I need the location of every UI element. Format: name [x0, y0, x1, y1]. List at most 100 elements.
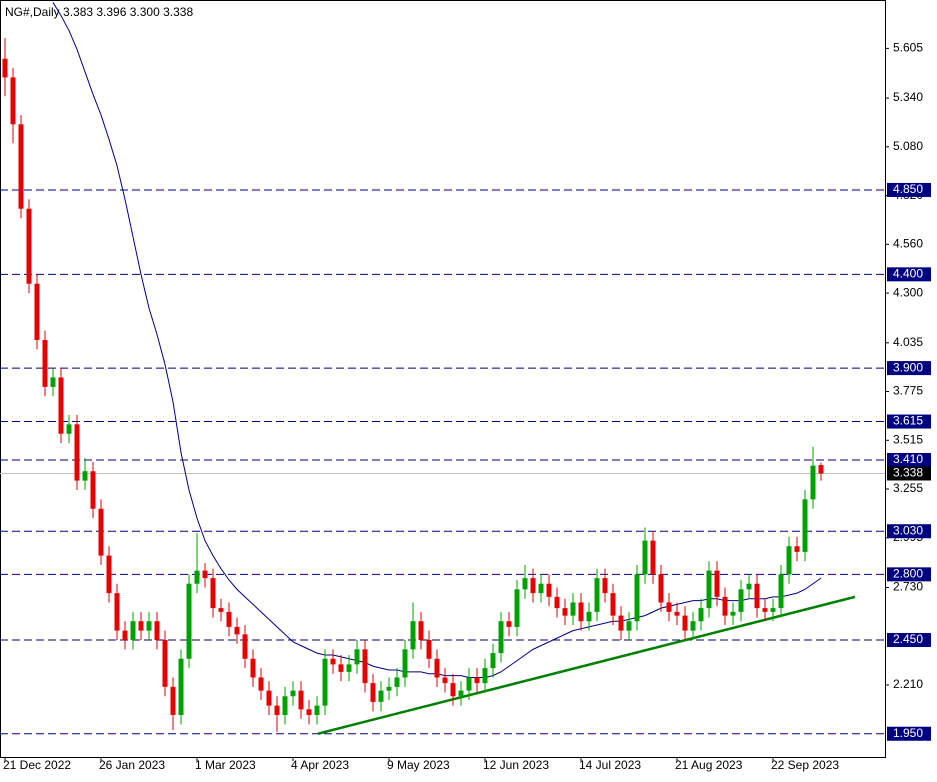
x-tick-label: 26 Jan 2023	[99, 758, 165, 772]
candle-body	[442, 677, 448, 684]
candle-body	[586, 611, 592, 622]
candle-body	[242, 634, 248, 659]
candle-body	[674, 611, 680, 616]
y-tick-label: 2.730	[893, 580, 923, 594]
candle-body	[74, 424, 80, 481]
level-label: 4.400	[893, 267, 923, 281]
candle-body	[26, 208, 32, 284]
candle-body	[258, 677, 264, 691]
level-label-box	[887, 361, 931, 376]
candle-body	[98, 508, 104, 556]
candle-body	[66, 424, 72, 434]
candle-body	[594, 578, 600, 612]
candle-body	[50, 377, 56, 387]
candle-body	[514, 589, 520, 627]
candle-body	[394, 677, 400, 687]
candle-body	[810, 465, 816, 500]
candle-body	[698, 608, 704, 622]
y-tick-label: 5.080	[893, 139, 923, 153]
candle-body	[186, 583, 192, 659]
level-label: 3.900	[893, 360, 923, 374]
candle-body	[322, 658, 328, 706]
x-tick-label: 12 Jun 2023	[483, 758, 549, 772]
candle-body	[554, 596, 560, 609]
candle-body	[730, 611, 736, 616]
candle-body	[530, 578, 536, 594]
level-label: 1.950	[893, 726, 923, 740]
level-label-box	[887, 567, 931, 582]
candle-body	[226, 611, 232, 627]
candle-body	[338, 664, 344, 672]
candle-body	[314, 705, 320, 715]
level-label-box	[887, 414, 931, 429]
candle-body	[690, 621, 696, 631]
candle-body	[154, 621, 160, 640]
candle-body	[90, 471, 96, 509]
candle-body	[706, 570, 712, 609]
candle-body	[58, 377, 64, 434]
candle-body	[754, 583, 760, 609]
candle-body	[426, 639, 432, 659]
x-tick-label: 1 Mar 2023	[195, 758, 256, 772]
candle-body	[290, 690, 296, 697]
candle-body	[490, 653, 496, 669]
candle-body	[570, 602, 576, 616]
candle-body	[378, 690, 384, 702]
candle-body	[434, 658, 440, 678]
candle-body	[114, 593, 120, 631]
candle-body	[682, 615, 688, 631]
plot-frame	[0, 0, 886, 758]
candle-body	[762, 608, 768, 612]
candle-body	[250, 658, 256, 678]
chart-title: NG#,Daily 3.383 3.396 3.300 3.338	[5, 5, 193, 19]
candle-body	[298, 690, 304, 710]
candle-body	[122, 630, 128, 640]
x-tick-label: 4 Apr 2023	[291, 758, 349, 772]
candle-body	[634, 574, 640, 622]
candle-body	[410, 621, 416, 650]
candle-body	[362, 649, 368, 684]
candle-body	[562, 608, 568, 616]
level-label: 2.450	[893, 632, 923, 646]
candle-body	[2, 58, 8, 78]
candle-body	[130, 621, 136, 640]
candle-body	[194, 570, 200, 584]
candle-body	[106, 555, 112, 594]
candle-body	[34, 283, 40, 340]
candle-body	[418, 621, 424, 640]
x-tick-label: 22 Sep 2023	[771, 758, 839, 772]
candle-body	[778, 574, 784, 609]
y-tick-label: 3.515	[893, 432, 923, 446]
candle-body	[282, 696, 288, 715]
candle-body	[642, 540, 648, 575]
level-label: 3.410	[893, 452, 923, 466]
candle-body	[306, 709, 312, 715]
candle-body	[746, 583, 752, 590]
x-tick-label: 21 Dec 2022	[3, 758, 71, 772]
y-tick-label: 5.340	[893, 90, 923, 104]
candle-body	[786, 546, 792, 575]
y-tick-label: 2.210	[893, 677, 923, 691]
y-tick-label: 4.035	[893, 335, 923, 349]
candle-body	[162, 639, 168, 687]
candle-body	[738, 589, 744, 612]
level-label: 4.850	[893, 182, 923, 196]
candle-body	[146, 621, 152, 631]
candle-body	[466, 677, 472, 691]
candle-body	[42, 339, 48, 387]
y-tick-label: 3.775	[893, 384, 923, 398]
candle-body	[330, 658, 336, 665]
candle-body	[610, 593, 616, 616]
candle-body	[658, 574, 664, 603]
candle-body	[346, 664, 352, 672]
candle-body	[538, 583, 544, 594]
candle-body	[666, 602, 672, 612]
candle-body	[650, 540, 656, 575]
candle-body	[482, 668, 488, 684]
candle-body	[626, 621, 632, 631]
candle-body	[770, 608, 776, 612]
candle-body	[794, 546, 800, 552]
candle-body	[138, 621, 144, 631]
plot-layer	[0, 2, 885, 735]
